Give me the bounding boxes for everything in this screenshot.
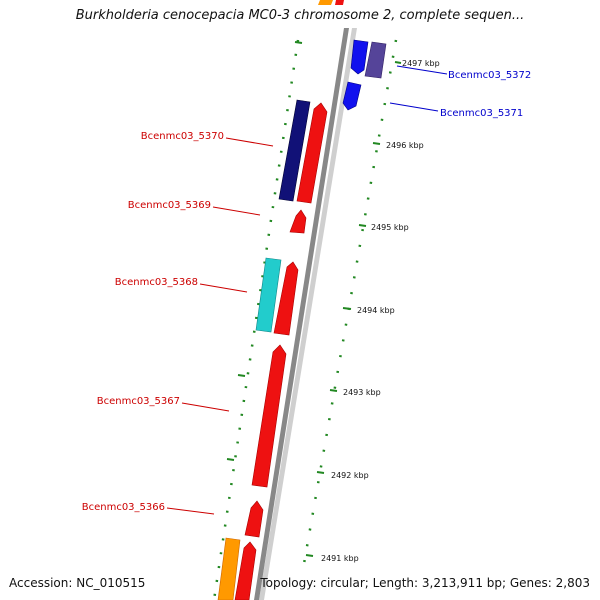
leader-line-5370 — [225, 137, 274, 147]
gene-arrow-top-orange[interactable] — [318, 0, 333, 5]
gene-label-5369[interactable]: Bcenmc03_5369 — [128, 200, 211, 211]
tick-mark-2497 — [394, 61, 402, 64]
tick-mark-2493 — [329, 389, 338, 392]
tick-label-2494: 2494 kbp — [357, 306, 395, 315]
gene-arrow-5370-navy[interactable] — [278, 99, 311, 202]
tick-label-2493: 2493 kbp — [343, 388, 381, 397]
gene-arrow-top-red[interactable] — [335, 0, 344, 5]
gene-label-5371[interactable]: Bcenmc03_5371 — [440, 108, 523, 119]
accession-text: Accession: NC_010515 — [9, 576, 146, 590]
inner-tick-2 — [237, 374, 246, 377]
map-title: Burkholderia cenocepacia MC0-3 chromosom… — [75, 8, 525, 23]
leader-line-5372 — [396, 65, 448, 75]
gene-arrow-5368-red[interactable] — [273, 261, 299, 336]
gene-label-5370[interactable]: Bcenmc03_5370 — [141, 131, 224, 142]
reverse-strand-genes — [342, 39, 387, 111]
tick-label-2497: 2497 kbp — [402, 59, 440, 68]
gene-arrow-5372-a[interactable] — [350, 39, 369, 75]
tick-label-2492: 2492 kbp — [331, 471, 369, 480]
leader-line-5366 — [166, 507, 215, 515]
gene-arrow-5366[interactable] — [244, 500, 264, 538]
tick-mark-2491 — [305, 554, 314, 557]
top-partial-genes — [318, 0, 344, 5]
gene-arrow-bottom-orange[interactable] — [217, 537, 241, 600]
gene-label-5367[interactable]: Bcenmc03_5367 — [97, 396, 180, 407]
leader-line-5368 — [199, 283, 248, 293]
gene-arrow-bottom-red[interactable] — [234, 541, 257, 600]
tick-label-2491: 2491 kbp — [321, 554, 359, 563]
gene-arrow-5370-red[interactable] — [296, 102, 328, 204]
backbone-line — [254, 28, 349, 600]
gene-arrow-5371[interactable] — [342, 81, 362, 111]
leader-line-5367 — [181, 402, 230, 412]
outer-tick-track — [300, 39, 402, 576]
inner-tick-1 — [294, 41, 303, 44]
gene-arrow-5369[interactable] — [289, 209, 307, 234]
leader-line-5369 — [212, 206, 261, 216]
tick-mark-2496 — [372, 142, 381, 145]
gene-arrow-5372-b[interactable] — [364, 41, 387, 79]
inner-tick-3 — [226, 458, 235, 461]
gene-arrow-5367[interactable] — [251, 344, 287, 488]
inner-tick-track — [212, 39, 303, 600]
leader-line-5371 — [389, 102, 439, 112]
tick-label-2496: 2496 kbp — [386, 141, 424, 150]
tick-mark-2495 — [358, 224, 367, 227]
tick-label-2495: 2495 kbp — [371, 223, 409, 232]
topology-text: Topology: circular; Length: 3,213,911 bp… — [260, 576, 590, 590]
gene-arrow-5368-cyan[interactable] — [255, 257, 282, 333]
leader-lines — [166, 65, 448, 515]
chromosome-backbone — [254, 28, 357, 600]
tick-mark-2494 — [342, 307, 352, 310]
tick-mark-2492 — [316, 471, 325, 474]
backbone-shadow — [259, 28, 357, 600]
forward-strand-genes — [217, 99, 328, 600]
gene-label-5366[interactable]: Bcenmc03_5366 — [82, 502, 165, 513]
gene-label-5368[interactable]: Bcenmc03_5368 — [115, 277, 198, 288]
gene-label-5372[interactable]: Bcenmc03_5372 — [448, 70, 531, 81]
